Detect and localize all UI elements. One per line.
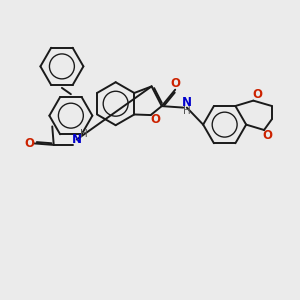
Text: N: N <box>182 96 192 109</box>
Text: H: H <box>183 106 191 116</box>
Text: O: O <box>25 137 35 150</box>
Text: N: N <box>72 133 82 146</box>
Text: O: O <box>151 113 161 126</box>
Text: O: O <box>252 88 262 101</box>
Text: O: O <box>170 77 180 90</box>
Text: O: O <box>263 130 273 142</box>
Text: H: H <box>80 129 88 139</box>
